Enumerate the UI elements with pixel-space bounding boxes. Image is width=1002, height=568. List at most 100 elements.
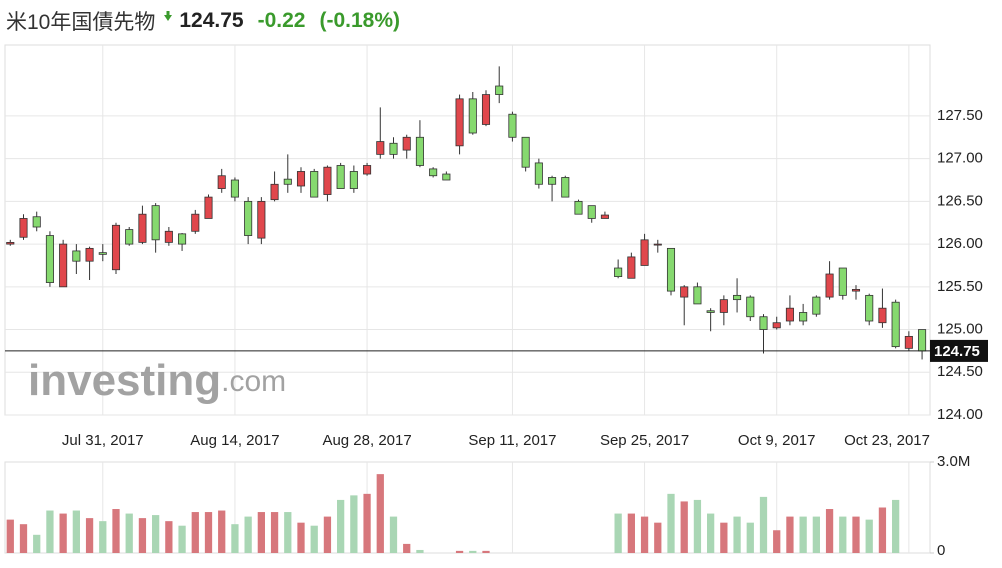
candle-body [217, 175, 226, 189]
candle-body [521, 136, 530, 168]
candle-body [442, 173, 451, 181]
volume-bar [614, 513, 622, 553]
volume-bar [640, 516, 649, 553]
candle-body [614, 267, 623, 277]
candle-body [865, 294, 874, 322]
candle-body [653, 243, 662, 246]
candle-body [838, 267, 847, 296]
candle-body [230, 179, 239, 198]
volume-bar [786, 516, 794, 553]
candle-body [666, 247, 676, 292]
candle-body [296, 171, 306, 187]
y-tick-label: 124.00 [937, 406, 983, 423]
volume-panel [4, 461, 931, 554]
candle-body [587, 205, 596, 219]
volume-bar [191, 512, 199, 553]
candle-body [904, 335, 913, 349]
y-tick-label: 126.00 [937, 235, 983, 252]
volume-bar [231, 524, 239, 553]
candle-body [125, 229, 134, 245]
volume-bar [33, 534, 41, 553]
y-tick-label: 125.00 [937, 321, 983, 338]
candle-body [600, 214, 609, 219]
candle-body [402, 136, 411, 151]
volume-bar [799, 516, 807, 553]
volume-bar [667, 493, 675, 553]
volume-bar [85, 518, 94, 553]
candle-body [164, 230, 173, 243]
volume-bar [839, 516, 847, 553]
candle-body [244, 200, 253, 236]
candle-body [640, 239, 649, 266]
candle-body [706, 310, 715, 313]
last-price-box [930, 339, 988, 362]
volume-bar [152, 515, 160, 553]
volume-bar [812, 516, 820, 553]
volume-bar [297, 522, 305, 553]
candle-body [785, 307, 794, 322]
candle-body [111, 224, 121, 271]
volume-bar [654, 522, 662, 553]
candle-body [323, 166, 332, 195]
candle-body [415, 136, 424, 166]
x-tick-label: Oct 9, 2017 [738, 432, 816, 449]
volume-bar [376, 474, 384, 553]
candle-body [270, 183, 279, 201]
volume-bar [284, 512, 292, 553]
volume-bar [707, 513, 715, 553]
candle-body [363, 165, 372, 175]
volume-bar [6, 519, 14, 553]
candle-body [310, 171, 319, 198]
candle-body [151, 205, 160, 241]
volume-bar [270, 512, 279, 553]
candle-body [851, 288, 861, 292]
candle-body [32, 216, 41, 228]
candle-body [719, 299, 728, 313]
volume-bar [257, 512, 265, 553]
candle-body [389, 142, 398, 155]
volume-bar [892, 499, 900, 553]
y-tick-label: 124.50 [937, 363, 983, 380]
last-price-label: 124.75 [934, 343, 980, 360]
volume-bar [720, 522, 728, 553]
candle-body [257, 200, 266, 239]
volume-bar [865, 519, 873, 553]
volume-bar [363, 493, 371, 553]
y-tick-label: 126.50 [937, 192, 983, 209]
down-arrow [164, 11, 173, 21]
candle-body [85, 247, 94, 262]
x-tick-label: Aug 14, 2017 [190, 432, 279, 449]
candle-body [429, 168, 438, 177]
volume-bar [350, 495, 358, 553]
candle-body [680, 286, 689, 298]
candle-body [72, 250, 81, 262]
volume-bar [389, 516, 398, 553]
candle-body [138, 213, 147, 243]
candle-body [627, 256, 636, 279]
y-tick-label: 127.00 [937, 150, 983, 167]
header: 米10年国債先物 124.75 -0.22 (-0.18%) [6, 6, 414, 36]
candle-body [45, 235, 54, 283]
instrument-title: 米10年国債先物 [6, 11, 156, 34]
candle-body [495, 85, 504, 95]
candle-body [283, 178, 292, 185]
y-tick-label: 125.50 [937, 278, 983, 295]
candle-body [349, 171, 358, 189]
volume-bar [178, 525, 186, 553]
volume-bar [773, 530, 781, 553]
candle-body [336, 165, 345, 189]
volume-bar [138, 518, 147, 553]
volume-bar [337, 499, 345, 553]
candle-body [878, 307, 887, 324]
candle-body [561, 177, 570, 198]
x-tick-label: Jul 31, 2017 [62, 432, 144, 449]
volume-bar [746, 522, 754, 553]
candle-body [204, 196, 213, 219]
candle-body [468, 98, 477, 134]
candle-body [19, 218, 28, 238]
volume-bar [323, 516, 332, 553]
volume-bar [99, 521, 107, 553]
candle-body [759, 316, 768, 330]
x-tick-label: Sep 25, 2017 [600, 432, 689, 449]
